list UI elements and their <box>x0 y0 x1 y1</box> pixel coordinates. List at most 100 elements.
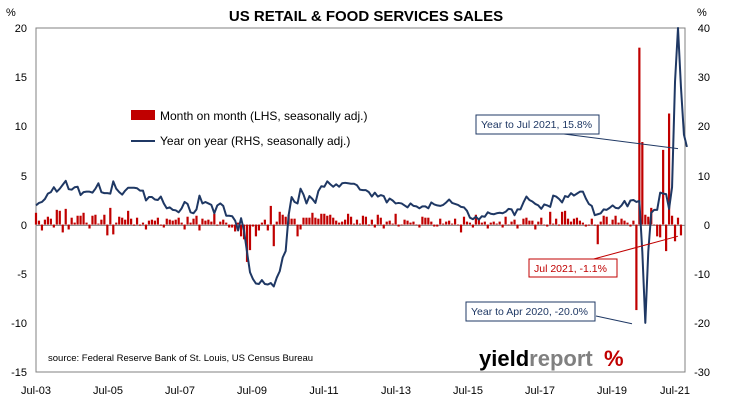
mom-bar <box>361 215 365 225</box>
mom-bar <box>323 213 326 225</box>
mom-bar <box>293 218 296 225</box>
mom-bar <box>665 224 668 252</box>
right-tick-label: 20 <box>698 121 710 133</box>
right-tick-label: -20 <box>694 318 710 330</box>
left-tick-label: 15 <box>15 72 27 84</box>
right-tick-label: 30 <box>698 72 710 84</box>
legend-label-year-on-year: Year on year (RHS, seasonally adj.) <box>160 134 350 148</box>
mom-bar <box>201 218 204 225</box>
mom-bar <box>424 217 427 225</box>
mom-bar <box>638 47 641 225</box>
x-tick-label: Jul-19 <box>597 385 627 397</box>
mom-bar <box>569 221 573 225</box>
mom-bar <box>528 220 531 225</box>
mom-bar <box>112 224 115 235</box>
annotation-mom-jul-2021: Jul 2021, -1.1% <box>528 235 679 278</box>
year-on-year-line <box>35 27 688 324</box>
mom-bar <box>284 216 287 225</box>
left-axis-unit-label: % <box>6 7 16 19</box>
mom-bar <box>370 219 373 225</box>
mom-bar <box>572 218 576 225</box>
mom-bar <box>43 219 47 225</box>
left-tick-label: 10 <box>15 121 27 133</box>
mom-bar <box>653 224 656 226</box>
mom-bar <box>144 224 148 230</box>
yieldreport-logo: yieldreport % <box>479 346 624 371</box>
x-tick-label: Jul-11 <box>309 385 338 397</box>
mom-bar <box>480 222 483 225</box>
mom-bar <box>174 219 177 225</box>
mom-bar <box>225 222 228 225</box>
mom-bar <box>656 224 659 237</box>
mom-bar <box>513 219 516 225</box>
left-tick-label: 20 <box>15 23 27 35</box>
mom-bar <box>602 215 605 225</box>
mom-bar <box>599 221 602 225</box>
right-axis: 40 30 20 10 0 -10 -20 -30 <box>694 23 710 379</box>
mom-bar <box>673 224 677 242</box>
mom-bar <box>272 224 275 247</box>
chart-title: US RETAIL & FOOD SERVICES SALES <box>229 8 503 25</box>
mom-bar <box>439 218 442 225</box>
mom-bar <box>159 224 162 226</box>
mom-bar <box>659 224 662 238</box>
mom-bar <box>626 222 629 225</box>
mom-bar <box>453 218 457 225</box>
mom-bar <box>308 217 311 225</box>
mom-bar <box>88 224 91 229</box>
mom-bar <box>635 224 638 311</box>
mom-bar <box>346 213 350 225</box>
x-tick-label: Jul-05 <box>93 385 123 397</box>
source-note: source: Federal Reserve Bank of St. Loui… <box>48 353 313 364</box>
mom-bar <box>465 221 469 225</box>
x-tick-label: Jul-09 <box>237 385 267 397</box>
mom-bar <box>257 224 261 231</box>
left-tick-label: 5 <box>21 171 27 183</box>
mom-bar <box>555 218 558 225</box>
mom-bar <box>448 220 451 225</box>
mom-bar <box>385 221 388 225</box>
logo-text-report: report <box>529 346 593 371</box>
mom-bar <box>412 221 415 225</box>
mom-bar <box>124 219 127 225</box>
annotation-leader-line <box>589 235 679 261</box>
mom-bar <box>70 217 73 225</box>
right-tick-label: 0 <box>704 220 710 232</box>
mom-bar <box>498 221 501 225</box>
x-tick-label: Jul-21 <box>660 385 690 397</box>
mom-bar <box>135 217 139 225</box>
right-tick-label: 40 <box>698 23 710 35</box>
mom-bar <box>76 215 79 225</box>
mom-bar <box>82 212 85 225</box>
mom-bar <box>213 213 216 225</box>
mom-bar <box>275 221 278 225</box>
mom-bar <box>367 224 370 226</box>
mom-bar <box>433 224 436 227</box>
mom-bar <box>299 224 302 230</box>
mom-bar <box>400 224 403 226</box>
mom-bar <box>415 224 418 226</box>
right-tick-label: 10 <box>698 171 710 183</box>
mom-bar <box>147 220 151 225</box>
mom-bar <box>421 216 424 225</box>
mom-bar <box>355 219 359 225</box>
mom-bar <box>121 217 124 225</box>
mom-bar <box>581 222 584 225</box>
mom-bar <box>266 224 269 231</box>
mom-bar <box>427 217 430 225</box>
mom-bar <box>186 216 189 225</box>
mom-bar <box>64 208 67 225</box>
mom-bar <box>563 210 567 225</box>
mom-bar <box>525 217 528 225</box>
x-tick-label: Jul-13 <box>381 385 411 397</box>
mom-bar <box>231 224 234 228</box>
mom-bar <box>662 149 665 225</box>
x-tick-label: Jul-03 <box>21 385 51 397</box>
mom-bar <box>37 220 41 225</box>
mom-bar <box>192 218 195 225</box>
mom-bar <box>534 224 537 230</box>
mom-bar <box>34 212 38 225</box>
mom-bar <box>109 207 112 225</box>
mom-bar <box>329 214 332 225</box>
